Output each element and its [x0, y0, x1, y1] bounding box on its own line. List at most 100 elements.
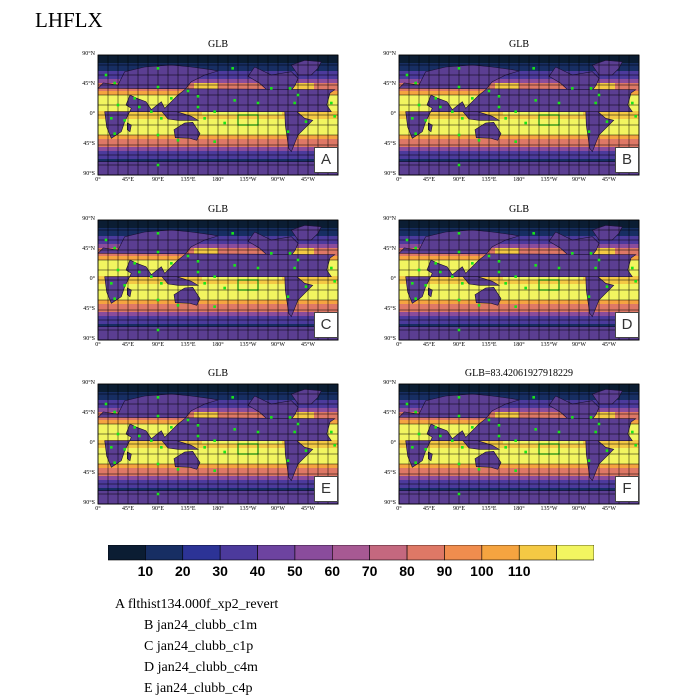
field-cell	[258, 119, 267, 124]
field-cell	[567, 71, 576, 76]
field-cell	[439, 220, 448, 225]
field-cell	[122, 107, 131, 112]
field-cell	[250, 320, 259, 325]
field-cell	[322, 284, 331, 289]
field-cell	[322, 135, 331, 140]
lat-tick-label: 45°N	[82, 246, 95, 252]
field-cell	[170, 131, 179, 136]
field-cell	[511, 115, 520, 120]
field-cell	[290, 488, 299, 493]
field-cell	[210, 232, 219, 237]
field-cell	[242, 224, 251, 229]
field-cell	[186, 284, 195, 289]
field-cell	[330, 119, 339, 124]
field-cell	[178, 151, 187, 156]
station-marker	[414, 132, 417, 135]
station-marker	[457, 133, 461, 137]
field-cell	[431, 296, 440, 301]
lon-tick-label: 0°	[95, 506, 101, 512]
field-cell	[543, 115, 552, 120]
field-cell	[210, 276, 219, 281]
field-cell	[242, 75, 251, 80]
field-cell	[130, 440, 139, 445]
field-cell	[631, 119, 640, 124]
field-cell	[306, 276, 315, 281]
field-cell	[399, 75, 408, 80]
field-cell	[298, 324, 307, 329]
field-cell	[138, 151, 147, 156]
field-cell	[306, 480, 315, 485]
field-cell	[583, 147, 592, 152]
field-cell	[527, 131, 536, 136]
field-cell	[226, 127, 235, 132]
field-cell	[519, 75, 528, 80]
field-cell	[130, 115, 139, 120]
field-cell	[210, 111, 219, 116]
station-marker	[256, 266, 260, 270]
lat-tick-label: 45°S	[384, 141, 396, 147]
field-cell	[463, 131, 472, 136]
field-cell	[431, 151, 440, 156]
field-cell	[130, 324, 139, 329]
field-cell	[130, 111, 139, 116]
field-cell	[322, 276, 331, 281]
field-cell	[551, 312, 560, 317]
field-cell	[282, 396, 291, 401]
station-marker	[424, 284, 427, 287]
field-cell	[407, 91, 416, 96]
field-cell	[503, 320, 512, 325]
field-cell	[559, 220, 568, 225]
field-cell	[122, 476, 131, 481]
field-cell	[330, 284, 339, 289]
field-cell	[487, 316, 496, 321]
field-cell	[511, 224, 520, 229]
field-cell	[266, 55, 275, 60]
field-cell	[122, 232, 131, 237]
field-cell	[519, 236, 528, 241]
field-cell	[407, 320, 416, 325]
field-cell	[242, 232, 251, 237]
map-svg	[97, 383, 339, 505]
field-cell	[250, 312, 259, 317]
field-cell	[266, 139, 275, 144]
field-cell	[250, 476, 259, 481]
field-cell	[106, 388, 115, 393]
field-cell	[511, 135, 520, 140]
field-cell	[330, 220, 339, 225]
field-cell	[399, 95, 408, 100]
field-cell	[146, 292, 155, 297]
field-cell	[471, 91, 480, 96]
field-cell	[226, 284, 235, 289]
field-cell	[258, 440, 267, 445]
field-cell	[98, 127, 107, 132]
field-cell	[543, 75, 552, 80]
field-cell	[98, 316, 107, 321]
field-cell	[98, 480, 107, 485]
field-cell	[511, 131, 520, 136]
station-marker	[333, 444, 336, 447]
station-marker	[113, 297, 116, 300]
field-cell	[106, 75, 115, 80]
field-cell	[226, 155, 235, 160]
field-cell	[487, 312, 496, 317]
lon-tick-label: 135°E	[481, 177, 497, 183]
field-cell	[503, 244, 512, 249]
field-cell	[322, 79, 331, 84]
field-cell	[527, 55, 536, 60]
field-cell	[122, 264, 131, 269]
field-cell	[322, 139, 331, 144]
field-cell	[122, 384, 131, 389]
field-cell	[250, 384, 259, 389]
field-cell	[511, 151, 520, 156]
field-cell	[519, 276, 528, 281]
field-cell	[631, 240, 640, 245]
field-cell	[282, 135, 291, 140]
field-cell	[290, 400, 299, 405]
field-cell	[130, 480, 139, 485]
field-cell	[431, 59, 440, 64]
field-cell	[431, 139, 440, 144]
field-cell	[519, 135, 528, 140]
field-cell	[98, 59, 107, 64]
field-cell	[399, 115, 408, 120]
field-cell	[218, 388, 227, 393]
